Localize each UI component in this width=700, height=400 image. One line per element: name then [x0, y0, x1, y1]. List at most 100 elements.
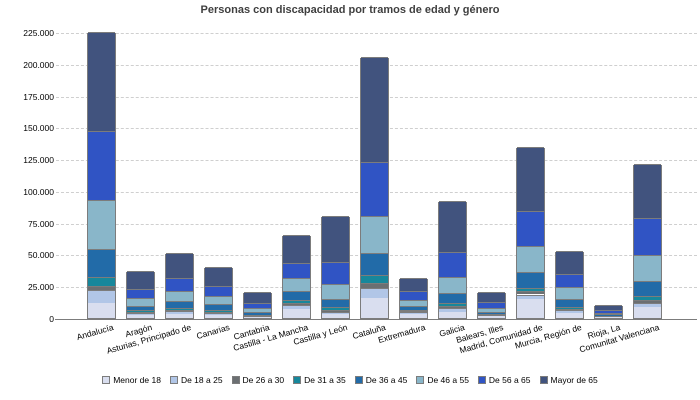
bar-segment-de-56-a-65[interactable]	[517, 210, 544, 246]
bar-segment-de-31-a-35[interactable]	[88, 276, 115, 286]
bar-segment-de-56-a-65[interactable]	[439, 251, 466, 277]
bar-segment-menor-de-18[interactable]	[517, 298, 544, 318]
bar-asturias-principado-de[interactable]	[165, 253, 194, 319]
bar-segment-mayor-de-65[interactable]	[205, 267, 232, 287]
bar-segment-de-36-a-45[interactable]	[322, 299, 349, 308]
bar-segment-de-46-a-55[interactable]	[361, 216, 388, 254]
bar-segment-de-56-a-65[interactable]	[478, 301, 505, 308]
bar-segment-de-56-a-65[interactable]	[361, 161, 388, 217]
bar-segment-de-31-a-35[interactable]	[205, 309, 232, 312]
bar-segment-de-46-a-55[interactable]	[88, 200, 115, 249]
bar-segment-menor-de-18[interactable]	[478, 316, 505, 318]
bar-segment-de-56-a-65[interactable]	[595, 309, 622, 313]
bar-segment-de-31-a-35[interactable]	[478, 313, 505, 315]
bar-segment-de-36-a-45[interactable]	[205, 304, 232, 310]
bar-segment-menor-de-18[interactable]	[556, 312, 583, 318]
bar-segment-mayor-de-65[interactable]	[595, 305, 622, 310]
bar-segment-de-31-a-35[interactable]	[634, 296, 661, 301]
bar-segment-de-18-a-25[interactable]	[322, 311, 349, 315]
bar-segment-mayor-de-65[interactable]	[361, 57, 388, 162]
bar-segment-menor-de-18[interactable]	[400, 314, 427, 318]
bar-segment-de-46-a-55[interactable]	[634, 255, 661, 282]
bar-segment-de-18-a-25[interactable]	[127, 312, 154, 315]
bar-segment-mayor-de-65[interactable]	[556, 251, 583, 275]
bar-segment-de-18-a-25[interactable]	[478, 315, 505, 317]
bar-segment-de-46-a-55[interactable]	[556, 287, 583, 299]
bar-segment-de-36-a-45[interactable]	[556, 298, 583, 307]
legend-item-de-18-a-25[interactable]: De 18 a 25	[169, 375, 223, 385]
bar-segment-menor-de-18[interactable]	[361, 297, 388, 318]
bar-segment-de-56-a-65[interactable]	[244, 302, 271, 309]
bar-segment-de-26-a-30[interactable]	[556, 308, 583, 311]
bar-rioja-la[interactable]	[594, 305, 623, 319]
bar-segment-de-56-a-65[interactable]	[205, 286, 232, 297]
bar-segment-de-26-a-30[interactable]	[127, 311, 154, 313]
bar-segment-de-56-a-65[interactable]	[166, 277, 193, 292]
bar-canarias[interactable]	[204, 267, 233, 319]
bar-segment-de-26-a-30[interactable]	[361, 282, 388, 288]
bar-segment-de-46-a-55[interactable]	[478, 307, 505, 312]
bar-balears-illes[interactable]	[477, 291, 506, 319]
bar-segment-de-31-a-35[interactable]	[322, 307, 349, 310]
bar-segment-de-31-a-35[interactable]	[439, 302, 466, 306]
bar-murcia-regi-n-de[interactable]	[555, 251, 584, 319]
bar-segment-menor-de-18[interactable]	[244, 316, 271, 318]
bar-segment-de-26-a-30[interactable]	[88, 285, 115, 291]
bar-segment-de-36-a-45[interactable]	[361, 253, 388, 275]
bar-segment-de-31-a-35[interactable]	[283, 299, 310, 303]
bar-castilla-y-le-n[interactable]	[321, 216, 350, 319]
bar-segment-de-46-a-55[interactable]	[595, 312, 622, 315]
bar-segment-de-36-a-45[interactable]	[166, 301, 193, 308]
bar-segment-mayor-de-65[interactable]	[634, 163, 661, 219]
bar-segment-de-36-a-45[interactable]	[595, 314, 622, 316]
bar-segment-mayor-de-65[interactable]	[322, 216, 349, 263]
bar-segment-menor-de-18[interactable]	[439, 311, 466, 318]
bar-segment-mayor-de-65[interactable]	[127, 270, 154, 290]
legend-item-de-26-a-30[interactable]: De 26 a 30	[231, 375, 284, 385]
bar-segment-de-36-a-45[interactable]	[517, 271, 544, 288]
bar-segment-mayor-de-65[interactable]	[400, 277, 427, 291]
bar-segment-menor-de-18[interactable]	[166, 313, 193, 318]
bar-segment-de-46-a-55[interactable]	[322, 284, 349, 300]
bar-segment-de-56-a-65[interactable]	[127, 289, 154, 299]
bar-segment-mayor-de-65[interactable]	[166, 253, 193, 278]
bar-segment-de-31-a-35[interactable]	[361, 274, 388, 283]
bar-catalu-a[interactable]	[360, 57, 389, 319]
bar-segment-de-46-a-55[interactable]	[244, 308, 271, 313]
bar-arag-n[interactable]	[126, 270, 155, 319]
bar-segment-de-31-a-35[interactable]	[166, 307, 193, 310]
bar-segment-de-18-a-25[interactable]	[283, 304, 310, 310]
legend-item-mayor-de-65[interactable]: Mayor de 65	[539, 375, 598, 385]
bar-segment-de-26-a-30[interactable]	[634, 300, 661, 304]
bar-segment-mayor-de-65[interactable]	[439, 201, 466, 252]
bar-segment-menor-de-18[interactable]	[634, 306, 661, 318]
bar-segment-de-56-a-65[interactable]	[634, 218, 661, 256]
bar-segment-de-26-a-30[interactable]	[478, 314, 505, 316]
bar-segment-de-36-a-45[interactable]	[127, 305, 154, 310]
bar-segment-de-18-a-25[interactable]	[244, 315, 271, 317]
bar-segment-menor-de-18[interactable]	[88, 302, 115, 318]
bar-segment-de-46-a-55[interactable]	[205, 296, 232, 305]
bar-segment-menor-de-18[interactable]	[205, 315, 232, 318]
bar-segment-de-26-a-30[interactable]	[322, 309, 349, 312]
bar-segment-mayor-de-65[interactable]	[517, 147, 544, 211]
bar-segment-de-46-a-55[interactable]	[439, 276, 466, 293]
bar-segment-de-18-a-25[interactable]	[439, 308, 466, 312]
bar-segment-de-31-a-35[interactable]	[244, 314, 271, 316]
bar-segment-de-18-a-25[interactable]	[88, 290, 115, 303]
bar-galicia[interactable]	[438, 201, 467, 319]
bar-segment-de-18-a-25[interactable]	[634, 303, 661, 307]
bar-segment-de-36-a-45[interactable]	[244, 312, 271, 315]
bar-segment-de-18-a-25[interactable]	[400, 312, 427, 315]
bar-segment-de-36-a-45[interactable]	[634, 281, 661, 297]
bar-segment-menor-de-18[interactable]	[595, 316, 622, 318]
bar-segment-menor-de-18[interactable]	[127, 314, 154, 318]
bar-segment-de-36-a-45[interactable]	[478, 311, 505, 315]
bar-segment-mayor-de-65[interactable]	[88, 32, 115, 131]
bar-segment-de-46-a-55[interactable]	[517, 245, 544, 272]
legend-item-de-56-a-65[interactable]: De 56 a 65	[477, 375, 531, 385]
bar-segment-de-31-a-35[interactable]	[127, 309, 154, 312]
bar-segment-de-18-a-25[interactable]	[517, 294, 544, 299]
bar-segment-de-36-a-45[interactable]	[283, 290, 310, 300]
bar-segment-de-31-a-35[interactable]	[517, 287, 544, 291]
